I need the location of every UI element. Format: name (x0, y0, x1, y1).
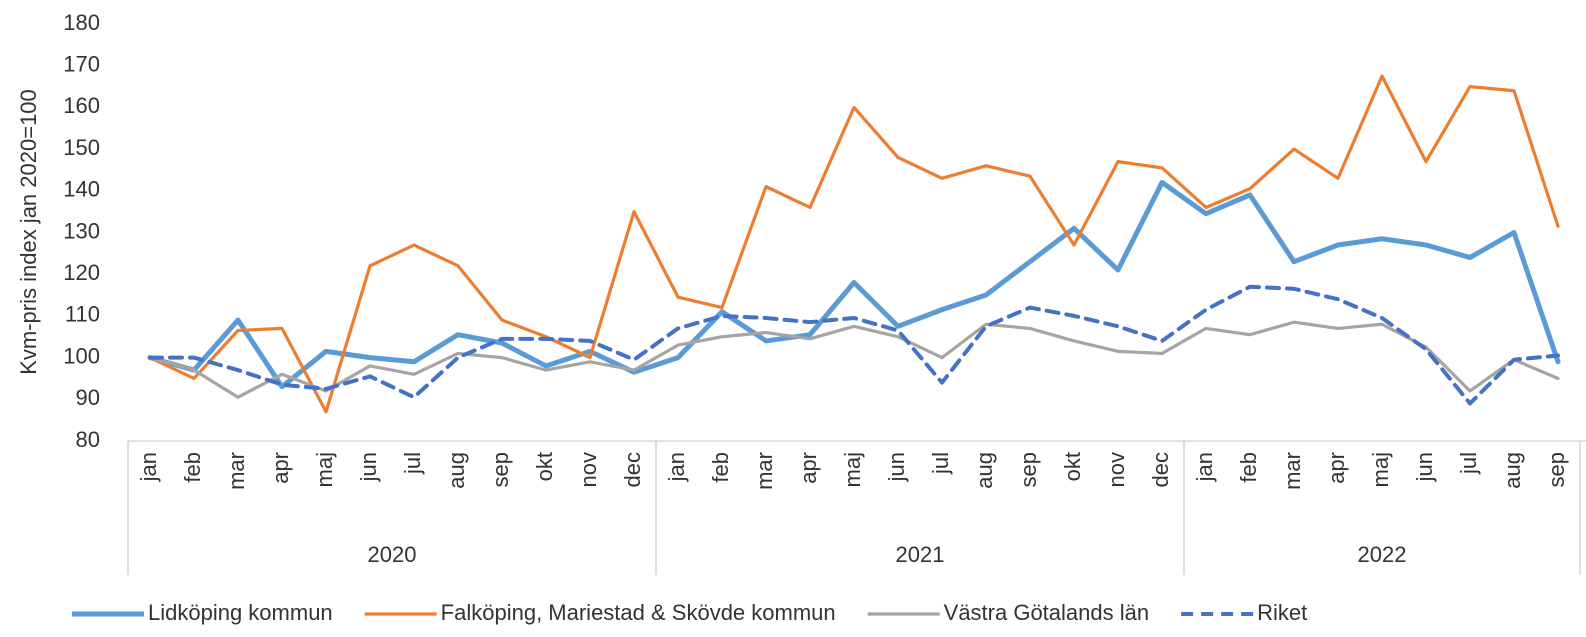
y-tick-label: 140 (63, 177, 100, 202)
legend-label: Riket (1257, 600, 1307, 625)
x-tick-label: jun (884, 452, 909, 482)
x-tick-label: nov (1104, 452, 1129, 487)
y-tick-label: 180 (63, 10, 100, 35)
x-tick-label: feb (180, 452, 205, 483)
x-tick-label: feb (1236, 452, 1261, 483)
x-tick-label: feb (708, 452, 733, 483)
x-tick-label: jan (1192, 452, 1217, 482)
group-label: 2022 (1358, 542, 1407, 567)
x-tick-label: dec (1148, 452, 1173, 487)
series-line (148, 74, 1560, 414)
x-tick-label: maj (312, 452, 337, 487)
y-axis-label: Kvm-pris index jan 2020=100 (16, 89, 41, 375)
x-tick-label: maj (1368, 452, 1393, 487)
x-tick-label: okt (1060, 452, 1085, 481)
x-tick-label: sep (1544, 452, 1569, 487)
x-tick-label: apr (268, 452, 293, 484)
x-tick-label: aug (1500, 452, 1525, 489)
x-tick-label: mar (224, 452, 249, 490)
x-tick-label: jul (400, 452, 425, 475)
x-tick-label: aug (444, 452, 469, 489)
x-tick-label: aug (972, 452, 997, 489)
x-tick-label: okt (532, 452, 557, 481)
y-tick-label: 80 (76, 427, 100, 452)
x-tick-label: maj (840, 452, 865, 487)
series-line (148, 284, 1560, 406)
x-tick-label: jul (928, 452, 953, 475)
y-tick-label: 90 (76, 385, 100, 410)
legend-label: Lidköping kommun (148, 600, 333, 625)
x-tick-label: jun (356, 452, 381, 482)
legend-label: Västra Götalands län (944, 600, 1149, 625)
x-tick-label: sep (488, 452, 513, 487)
x-tick-label: jan (136, 452, 161, 482)
x-tick-label: jan (664, 452, 689, 482)
group-label: 2020 (368, 542, 417, 567)
x-tick-label: mar (1280, 452, 1305, 490)
x-tick-label: apr (1324, 452, 1349, 484)
x-tick-label: jun (1412, 452, 1437, 482)
y-tick-label: 100 (63, 343, 100, 368)
y-tick-label: 170 (63, 52, 100, 77)
y-tick-label: 120 (63, 260, 100, 285)
y-tick-label: 160 (63, 93, 100, 118)
y-tick-label: 110 (65, 302, 100, 327)
y-tick-label: 150 (63, 135, 100, 160)
x-tick-label: nov (576, 452, 601, 487)
x-tick-label: sep (1016, 452, 1041, 487)
series-line (147, 179, 1561, 390)
y-tick-label: 130 (63, 218, 100, 243)
legend-label: Falköping, Mariestad & Skövde kommun (441, 600, 836, 625)
group-label: 2021 (896, 542, 945, 567)
x-tick-label: mar (752, 452, 777, 490)
x-tick-label: jul (1456, 452, 1481, 475)
x-tick-label: dec (620, 452, 645, 487)
x-tick-label: apr (796, 452, 821, 484)
series-line (148, 320, 1560, 399)
